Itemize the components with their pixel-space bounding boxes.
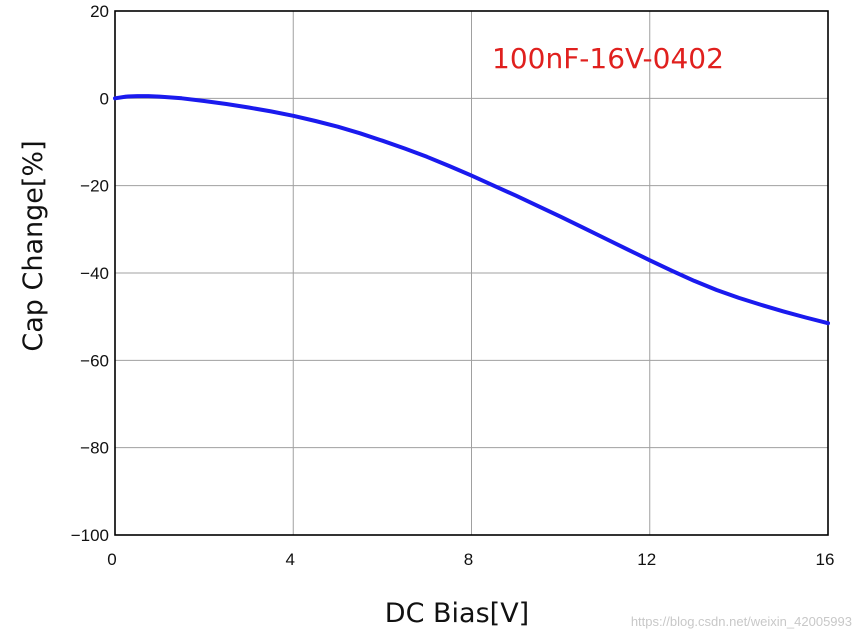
y-tick-label: −60 [80, 351, 109, 370]
y-tick-label: −100 [71, 526, 109, 545]
x-tick-label: 8 [464, 550, 473, 569]
y-tick-label: −40 [80, 264, 109, 283]
y-axis-label: Cap Change[%] [18, 140, 49, 351]
x-tick-label: 0 [107, 550, 116, 569]
y-tick-labels: 20 0 −20 −40 −60 −80 −100 [71, 2, 109, 545]
y-tick-label: 20 [90, 2, 109, 21]
grid-lines [114, 10, 829, 536]
chart-annotation: 100nF-16V-0402 [492, 42, 724, 75]
y-tick-label: 0 [100, 89, 109, 108]
x-tick-labels: 0 4 8 12 16 [107, 550, 834, 569]
plot-frame [114, 10, 829, 536]
x-axis-label: DC Bias[V] [385, 598, 529, 629]
y-tick-label: −80 [80, 439, 109, 458]
x-tick-label: 4 [286, 550, 295, 569]
watermark: https://blog.csdn.net/weixin_42005993 [631, 614, 852, 629]
series-line [113, 94, 830, 326]
x-tick-label: 16 [816, 550, 835, 569]
x-tick-label: 12 [637, 550, 656, 569]
y-tick-label: −20 [80, 177, 109, 196]
